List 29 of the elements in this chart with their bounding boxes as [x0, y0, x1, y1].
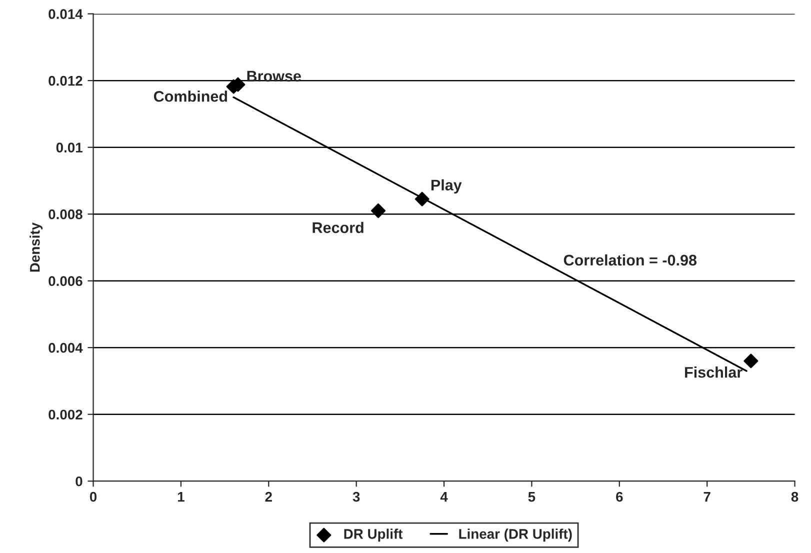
- y-tick-label: 0.01: [56, 142, 82, 153]
- annotation: Fischlar: [685, 366, 742, 378]
- x-tick-label: 5: [528, 492, 536, 502]
- x-tick-label: 0: [90, 492, 97, 502]
- y-tick-label: 0.014: [48, 9, 83, 19]
- y-tick-label: 0.006: [48, 276, 82, 286]
- point: [744, 354, 758, 368]
- annotation: Play: [431, 179, 462, 194]
- y-tick-label: 0: [76, 476, 82, 486]
- annotation: Record: [312, 222, 364, 234]
- x-tick-label: 7: [704, 492, 710, 502]
- y-tick-label: 0.012: [48, 76, 82, 86]
- x-tick-label: 4: [440, 492, 448, 502]
- y-axis-title: Density: [30, 222, 43, 272]
- x-tick-label: 1: [178, 492, 184, 502]
- x-tick-label: 8: [791, 492, 798, 502]
- annotation: Correlation = -0.98: [564, 254, 697, 266]
- legend-label: DR Uplift: [344, 528, 403, 542]
- annotation: Combined: [154, 90, 228, 102]
- legend-label: Linear (DR Uplift): [459, 528, 572, 542]
- point: [414, 192, 430, 206]
- y-tick-label: 0.004: [48, 342, 83, 353]
- point: [370, 203, 386, 218]
- y-tick-label: 0.008: [48, 209, 82, 220]
- x-tick-label: 6: [616, 492, 623, 502]
- x-tick-label: 2: [265, 492, 272, 502]
- x-tick-label: 3: [352, 492, 360, 502]
- y-tick-label: 0.002: [48, 410, 82, 420]
- annotation: Browse: [247, 70, 301, 82]
